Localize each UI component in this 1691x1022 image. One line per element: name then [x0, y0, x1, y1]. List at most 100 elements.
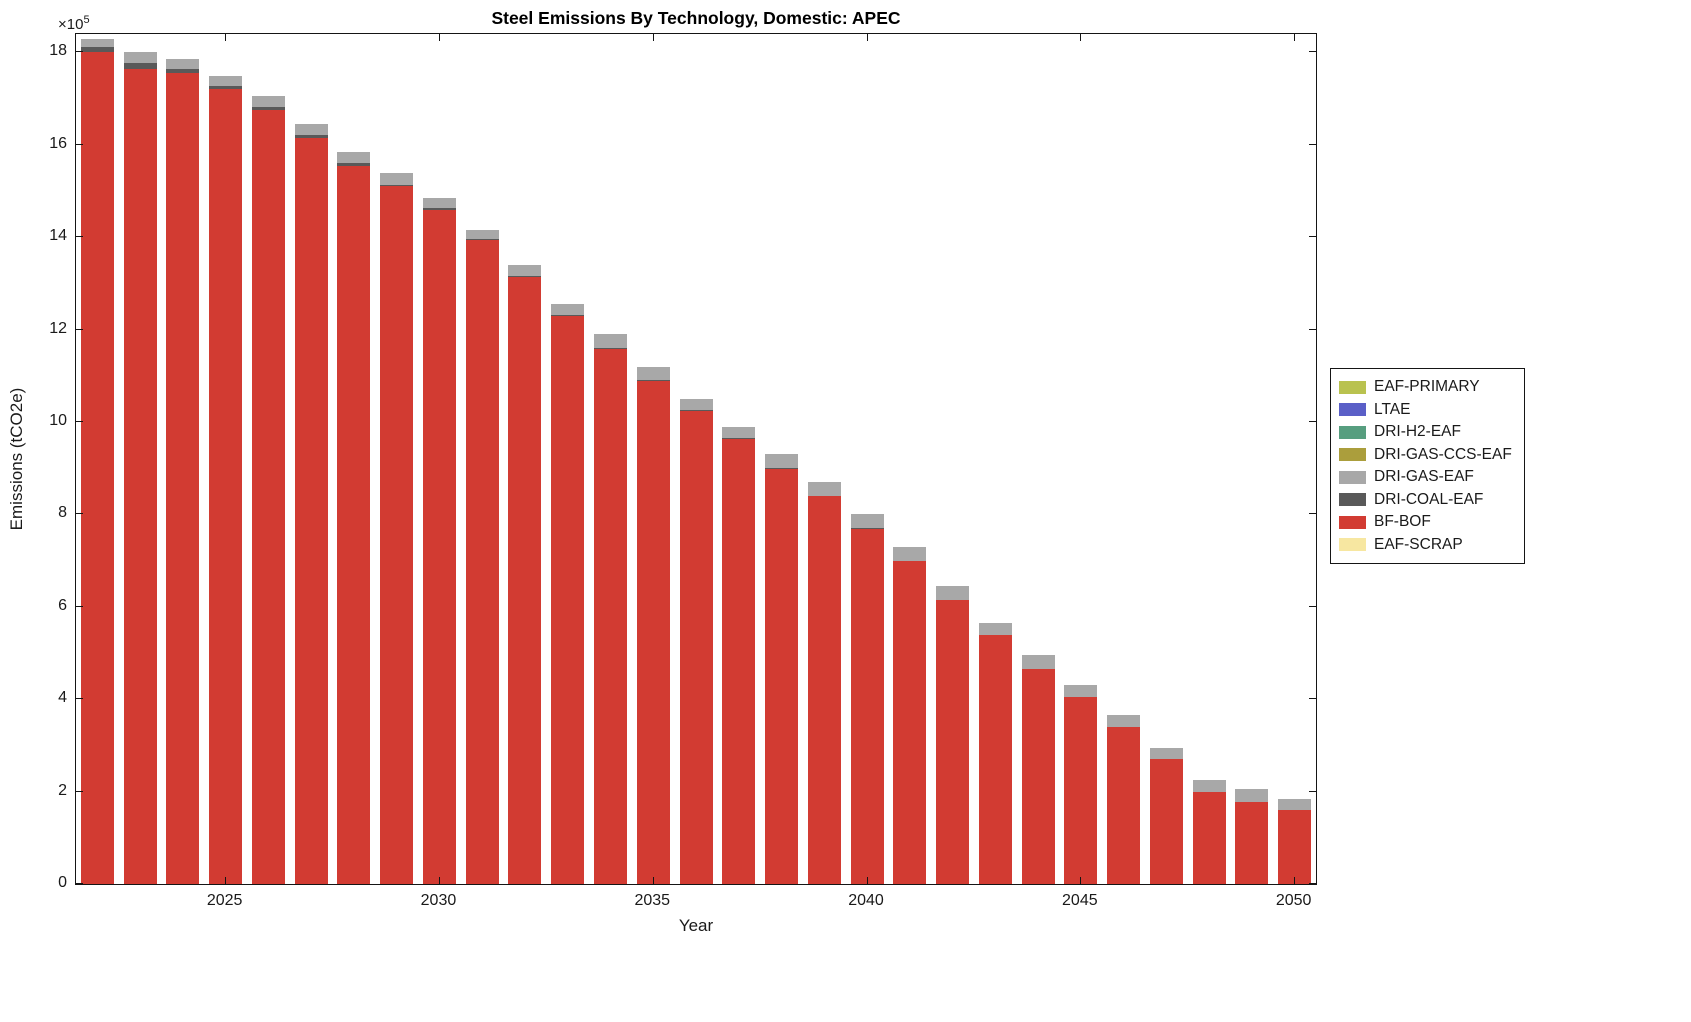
- legend-swatch-icon: [1339, 380, 1366, 394]
- x-tick-label: 2035: [634, 892, 671, 909]
- bar-segment-bf-bof: [679, 410, 713, 884]
- bar-segment-dri-gas-eaf: [251, 96, 285, 107]
- bar-segment-dri-coal-eaf: [679, 410, 713, 411]
- y-axis-tick: [76, 605, 83, 607]
- bar-segment-bf-bof: [850, 528, 884, 884]
- bar-segment-dri-gas-eaf: [936, 586, 970, 600]
- bar-segment-dri-coal-eaf: [123, 63, 157, 69]
- legend-item-eaf-scrap: EAF-SCRAP: [1339, 534, 1512, 557]
- y-tick-label: 16: [49, 134, 67, 152]
- bar-segment-dri-coal-eaf: [807, 495, 841, 496]
- bar-segment-dri-gas-eaf: [380, 172, 414, 185]
- bar-segment-dri-gas-eaf: [807, 482, 841, 496]
- y-axis-tick: [1309, 605, 1316, 607]
- bar-segment-bf-bof: [166, 73, 200, 884]
- bar-segment-bf-bof: [765, 468, 799, 884]
- bar-segment-dri-gas-eaf: [850, 514, 884, 528]
- legend-item-dri-h2-eaf: DRI-H2-EAF: [1339, 421, 1512, 444]
- bar-segment-dri-coal-eaf: [636, 379, 670, 381]
- bar-segment-dri-gas-eaf: [593, 334, 627, 348]
- x-axis-tick: [225, 34, 227, 41]
- bar-segment-bf-bof: [80, 52, 114, 884]
- y-axis-label: Emissions (tCO2e): [7, 387, 26, 531]
- bar-segment-dri-coal-eaf: [209, 85, 243, 90]
- bar-segment-dri-gas-eaf: [209, 75, 243, 86]
- bar-segment-bf-bof: [593, 348, 627, 884]
- x-axis-tick: [438, 34, 440, 41]
- x-tick-label: 2030: [420, 892, 457, 909]
- y-tick-label: 2: [58, 781, 67, 799]
- x-axis-tick: [438, 877, 440, 884]
- y-tick-label: 0: [58, 874, 67, 891]
- bar-segment-dri-coal-eaf: [294, 135, 328, 138]
- bar-segment-dri-gas-eaf: [551, 304, 585, 316]
- y-axis-tick: [1309, 51, 1316, 53]
- legend-label: BF-BOF: [1374, 513, 1431, 531]
- bar-segment-bf-bof: [1107, 726, 1141, 884]
- bar-segment-dri-coal-eaf: [251, 107, 285, 111]
- x-axis-tick: [1294, 34, 1296, 41]
- legend-swatch-icon: [1339, 425, 1366, 439]
- bar-segment-dri-gas-eaf: [978, 623, 1012, 635]
- bar-segment-bf-bof: [1192, 791, 1226, 884]
- bar-segment-bf-bof: [722, 438, 756, 884]
- legend-item-bf-bof: BF-BOF: [1339, 511, 1512, 534]
- bar-segment-bf-bof: [294, 137, 328, 884]
- bar-segment-bf-bof: [251, 110, 285, 884]
- bar-segment-dri-gas-eaf: [508, 264, 542, 276]
- y-tick-label: 10: [49, 412, 67, 430]
- legend-swatch-icon: [1339, 470, 1366, 484]
- x-axis-tick: [866, 877, 868, 884]
- bar-segment-dri-coal-eaf: [80, 46, 114, 53]
- bar-segment-dri-gas-eaf: [1107, 715, 1141, 727]
- legend-label: EAF-PRIMARY: [1374, 378, 1480, 396]
- y-axis-tick: [76, 513, 83, 515]
- bar-segment-bf-bof: [807, 495, 841, 884]
- y-axis-multiplier-exponent: 5: [83, 14, 90, 26]
- legend-swatch-icon: [1339, 515, 1366, 529]
- y-axis-tick: [1309, 328, 1316, 330]
- x-axis-tick: [652, 877, 654, 884]
- legend-swatch-icon: [1339, 493, 1366, 507]
- bar-segment-dri-gas-eaf: [1235, 789, 1269, 802]
- bar-segment-dri-coal-eaf: [593, 347, 627, 349]
- x-axis-tick: [225, 877, 227, 884]
- bar-segment-dri-coal-eaf: [551, 315, 585, 316]
- y-axis-tick: [76, 790, 83, 792]
- legend-item-dri-gas-eaf: DRI-GAS-EAF: [1339, 466, 1512, 489]
- legend-label: DRI-H2-EAF: [1374, 423, 1461, 441]
- bar-segment-dri-gas-eaf: [636, 366, 670, 381]
- bar-segment-bf-bof: [936, 599, 970, 884]
- bar-segment-dri-gas-eaf: [166, 59, 200, 69]
- x-axis-tick: [866, 34, 868, 41]
- y-axis-tick: [1309, 236, 1316, 238]
- bar-segment-dri-coal-eaf: [465, 238, 499, 240]
- bar-segment-bf-bof: [1021, 669, 1055, 884]
- x-tick-label: 2040: [848, 892, 884, 909]
- y-axis-tick: [76, 883, 83, 884]
- x-axis-label: Year: [678, 916, 714, 935]
- bar-segment-bf-bof: [209, 89, 243, 884]
- y-tick-label: 6: [58, 596, 67, 614]
- bar-segment-bf-bof: [1149, 759, 1183, 884]
- bar-segment-dri-gas-eaf: [893, 546, 927, 561]
- bar-segment-dri-gas-eaf: [337, 151, 371, 164]
- y-axis-tick: [76, 143, 83, 145]
- legend-label: DRI-COAL-EAF: [1374, 490, 1484, 508]
- y-axis-tick: [1309, 883, 1316, 884]
- bar-segment-dri-coal-eaf: [422, 208, 456, 210]
- bar-segment-dri-coal-eaf: [337, 163, 371, 166]
- y-tick-label: 8: [58, 504, 67, 522]
- legend-item-ltae: LTAE: [1339, 399, 1512, 422]
- legend-swatch-icon: [1339, 403, 1366, 417]
- y-axis-tick: [76, 698, 83, 700]
- x-tick-label: 2050: [1275, 892, 1312, 909]
- bar-segment-dri-gas-eaf: [1064, 685, 1098, 697]
- y-tick-label: 12: [49, 319, 67, 337]
- y-axis-tick: [1309, 698, 1316, 700]
- bar-segment-dri-gas-eaf: [1192, 780, 1226, 792]
- y-axis-tick: [76, 51, 83, 53]
- x-tick-label: 2045: [1062, 892, 1098, 909]
- bar-segment-dri-gas-eaf: [1278, 798, 1312, 811]
